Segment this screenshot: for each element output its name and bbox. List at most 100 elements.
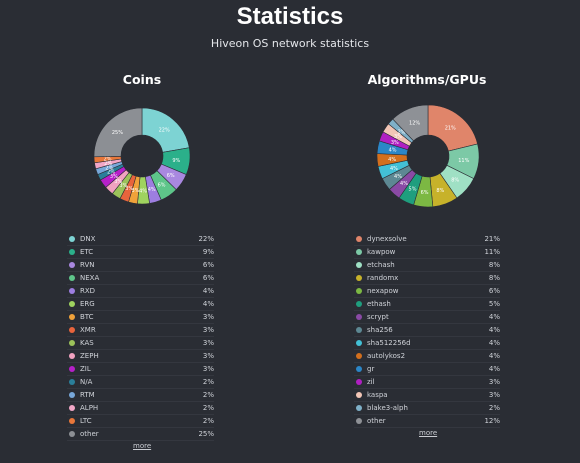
legend-percent: 21%	[484, 235, 500, 243]
legend-row: kawpow 11%	[354, 246, 500, 259]
slice-label: 3%	[391, 140, 399, 146]
legend-row: other 25%	[67, 428, 214, 441]
legend-row: DNX 22%	[67, 233, 214, 246]
legend-row: RXD 4%	[67, 285, 214, 298]
legend-percent: 2%	[202, 417, 214, 425]
coins-more-link[interactable]: more	[133, 442, 152, 450]
algorithms-title: Algorithms/GPUs	[367, 72, 487, 87]
page-subtitle: Hiveon OS network statistics	[210, 37, 370, 50]
slice-label: 2%	[398, 130, 406, 136]
slice-label: 3%	[114, 179, 122, 185]
legend-color-icon	[69, 275, 75, 281]
legend-percent: 5%	[488, 300, 500, 308]
legend-row: KAS 3%	[67, 337, 214, 350]
legend-row: LTC 2%	[67, 415, 214, 428]
legend-label: ethash	[367, 300, 391, 308]
page-title: Statistics	[236, 3, 344, 30]
slice-label: 4%	[388, 157, 396, 163]
legend-row: XMR 3%	[67, 324, 214, 337]
legend-color-icon	[69, 314, 75, 320]
legend-label: sha512256d	[367, 339, 411, 347]
legend-percent: 8%	[488, 274, 500, 282]
legend-color-icon	[69, 236, 75, 242]
legend-percent: 11%	[484, 248, 500, 256]
legend-percent: 4%	[488, 339, 500, 347]
legend-label: autolykos2	[367, 352, 406, 360]
legend-color-icon	[356, 340, 362, 346]
legend-percent: 4%	[488, 313, 500, 321]
legend-label: ZIL	[80, 365, 91, 373]
legend-row: ETC 9%	[67, 246, 214, 259]
legend-label: randomx	[367, 274, 399, 282]
legend-color-icon	[69, 301, 75, 307]
legend-color-icon	[356, 379, 362, 385]
slice-label: 2%	[107, 169, 115, 175]
legend-color-icon	[356, 392, 362, 398]
legend-color-icon	[356, 275, 362, 281]
legend-label: kaspa	[367, 391, 388, 399]
legend-label: kawpow	[367, 248, 396, 256]
legend-row: sha512256d 4%	[354, 337, 500, 350]
legend-label: ZEPH	[80, 352, 99, 360]
slice-label: 11%	[458, 158, 469, 164]
legend-row: ZIL 3%	[67, 363, 214, 376]
legend-row: gr 4%	[354, 363, 500, 376]
algorithms-more-link[interactable]: more	[419, 429, 438, 437]
slice-label: 25%	[112, 130, 123, 136]
legend-percent: 4%	[202, 300, 214, 308]
slice-label: 3%	[110, 174, 118, 180]
legend-label: KAS	[80, 339, 94, 347]
legend-row: scrypt 4%	[354, 311, 500, 324]
coins-donut-chart: 22%9%6%6%4%4%3%3%3%3%3%2%2%2%2%25%	[93, 107, 191, 205]
legend-color-icon	[69, 405, 75, 411]
legend-row: sha256 4%	[354, 324, 500, 337]
legend-color-icon	[69, 418, 75, 424]
slice-label: 6%	[421, 190, 429, 196]
legend-row: ethash 5%	[354, 298, 500, 311]
legend-color-icon	[69, 262, 75, 268]
legend-percent: 4%	[488, 352, 500, 360]
legend-label: N/A	[80, 378, 93, 386]
legend-color-icon	[356, 262, 362, 268]
slice-label: 6%	[158, 182, 166, 188]
legend-label: NEXA	[80, 274, 100, 282]
legend-label: DNX	[80, 235, 96, 243]
legend-percent: 3%	[202, 352, 214, 360]
coins-title: Coins	[122, 72, 162, 87]
slice-label: 4%	[148, 187, 156, 193]
legend-percent: 3%	[202, 313, 214, 321]
legend-percent: 2%	[202, 378, 214, 386]
legend-label: LTC	[80, 417, 92, 425]
legend-row: ERG 4%	[67, 298, 214, 311]
slice-label: 4%	[390, 166, 398, 172]
legend-row: N/A 2%	[67, 376, 214, 389]
legend-label: blake3-alph	[367, 404, 408, 412]
slice-label: 21%	[445, 126, 456, 132]
slice-label: 2%	[104, 161, 112, 167]
legend-label: other	[367, 417, 386, 425]
slice-other[interactable]	[392, 104, 429, 142]
legend-row: zil 3%	[354, 376, 500, 389]
legend-row: NEXA 6%	[67, 272, 214, 285]
legend-color-icon	[69, 366, 75, 372]
legend-row: BTC 3%	[67, 311, 214, 324]
legend-percent: 2%	[202, 404, 214, 412]
legend-color-icon	[356, 314, 362, 320]
legend-color-icon	[69, 392, 75, 398]
legend-label: dynexsolve	[367, 235, 407, 243]
legend-row: etchash 8%	[354, 259, 500, 272]
legend-row: randomx 8%	[354, 272, 500, 285]
slice-label: 8%	[436, 188, 444, 194]
legend-color-icon	[356, 418, 362, 424]
legend-color-icon	[356, 327, 362, 333]
legend-label: other	[80, 430, 99, 438]
legend-row: blake3-alph 2%	[354, 402, 500, 415]
slice-label: 3%	[394, 134, 402, 140]
legend-percent: 8%	[488, 261, 500, 269]
slice-label: 3%	[132, 188, 140, 194]
legend-percent: 12%	[484, 417, 500, 425]
slice-label: 6%	[167, 173, 175, 179]
legend-label: gr	[367, 365, 375, 373]
legend-label: XMR	[80, 326, 96, 334]
slice-other[interactable]	[93, 107, 143, 158]
